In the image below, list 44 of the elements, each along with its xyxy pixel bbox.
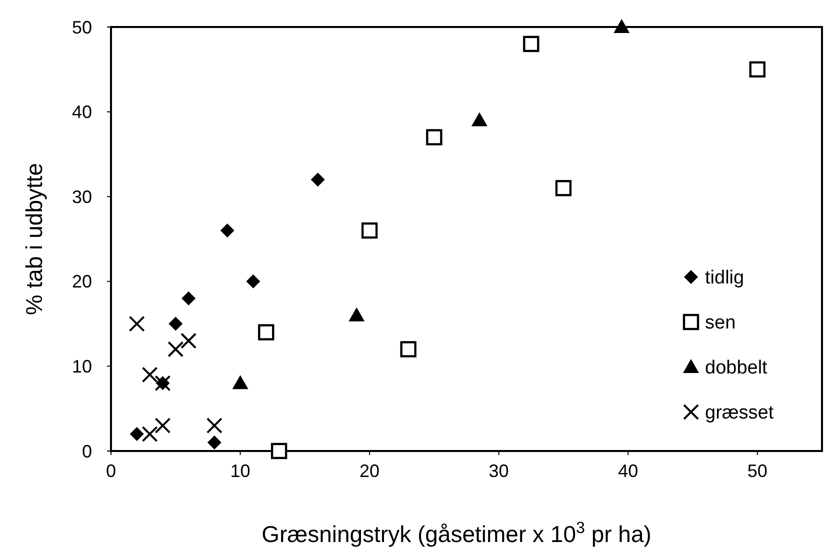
y-tick-label: 0 [82,441,92,462]
y-tick-label: 10 [72,356,92,376]
y-tick-label: 30 [72,186,92,207]
legend-label: græsset [705,402,774,424]
point [426,129,442,146]
point [128,316,145,332]
point [258,324,274,340]
x-tick-label: 50 [747,461,768,481]
x-tick-label: 30 [488,461,509,481]
point [614,19,630,33]
y-tick-label: 20 [72,272,92,292]
point [180,332,197,349]
point [246,274,260,288]
point [130,427,144,442]
point [182,291,196,306]
point [206,418,222,434]
x-tick-label: 40 [618,461,638,481]
point [400,341,416,358]
point [142,366,158,383]
point [168,316,183,331]
y-axis-title: % tab i udbytte [21,162,47,316]
point [270,442,288,460]
point [361,222,378,239]
point [310,172,325,187]
point [555,180,572,196]
legend-label: dobbelt [705,358,768,379]
point [154,418,171,434]
point [348,307,365,322]
point [523,36,540,52]
x-tick-label: 0 [106,461,116,481]
x-tick-label: 20 [360,461,380,481]
point [749,61,766,78]
point [168,341,184,358]
x-axis-title: Græsningstryk (gåsetimer x 10$^{3}$ pr ha) [262,519,652,547]
point [232,375,248,390]
point [220,224,234,238]
legend-label: tidlig [705,268,744,289]
point [142,426,158,442]
y-tick-label: 40 [72,102,92,122]
x-tick-label: 10 [230,461,250,481]
point [207,436,222,450]
y-tick-label: 50 [72,17,92,38]
point [471,112,488,126]
legend-label: sen [705,312,736,334]
